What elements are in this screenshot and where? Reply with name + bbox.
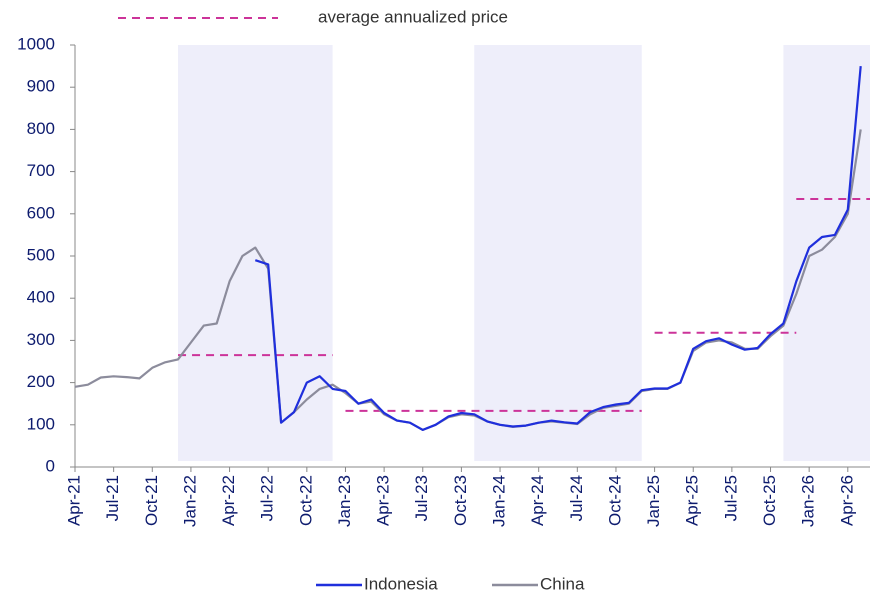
x-tick-label: Oct-21 [142,475,161,526]
x-tick-label: Apr-24 [528,475,547,526]
x-tick-label: Jan-24 [490,475,509,527]
x-tick-label: Jan-26 [799,475,818,527]
x-tick-label: Jan-25 [644,475,663,527]
y-tick-label: 700 [27,161,55,180]
y-tick-label: 900 [27,77,55,96]
y-tick-label: 600 [27,203,55,222]
y-tick-label: 800 [27,119,55,138]
x-tick-label: Apr-23 [374,475,393,526]
x-tick-label: Apr-21 [64,475,83,526]
y-tick-label: 0 [46,456,55,475]
x-tick-label: Oct-24 [605,475,624,526]
shaded-period [474,45,642,461]
legend-label: China [540,574,585,593]
y-tick-label: 300 [27,330,55,349]
y-tick-label: 200 [27,372,55,391]
legend-label: Indonesia [364,574,438,593]
x-tick-label: Jul-23 [412,475,431,521]
y-tick-label: 400 [27,288,55,307]
x-tick-label: Apr-26 [837,475,856,526]
y-tick-label: 1000 [17,34,55,53]
x-tick-label: Jul-25 [721,475,740,521]
y-tick-label: 100 [27,414,55,433]
x-tick-label: Jul-22 [258,475,277,521]
x-tick-label: Oct-22 [296,475,315,526]
legend-label: average annualized price [318,7,508,26]
x-tick-label: Oct-25 [760,475,779,526]
x-tick-label: Jul-24 [567,475,586,521]
x-tick-label: Jan-23 [335,475,354,527]
x-tick-label: Apr-22 [219,475,238,526]
series-line [254,66,862,431]
y-tick-label: 500 [27,245,55,264]
shaded-period [178,45,333,461]
x-tick-label: Jul-21 [103,475,122,521]
x-tick-label: Oct-23 [451,475,470,526]
series-line [74,129,862,431]
x-tick-label: Jan-22 [180,475,199,527]
x-tick-label: Apr-25 [683,475,702,526]
